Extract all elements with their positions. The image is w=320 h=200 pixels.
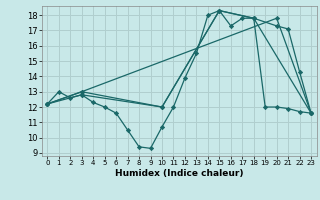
X-axis label: Humidex (Indice chaleur): Humidex (Indice chaleur) — [115, 169, 244, 178]
